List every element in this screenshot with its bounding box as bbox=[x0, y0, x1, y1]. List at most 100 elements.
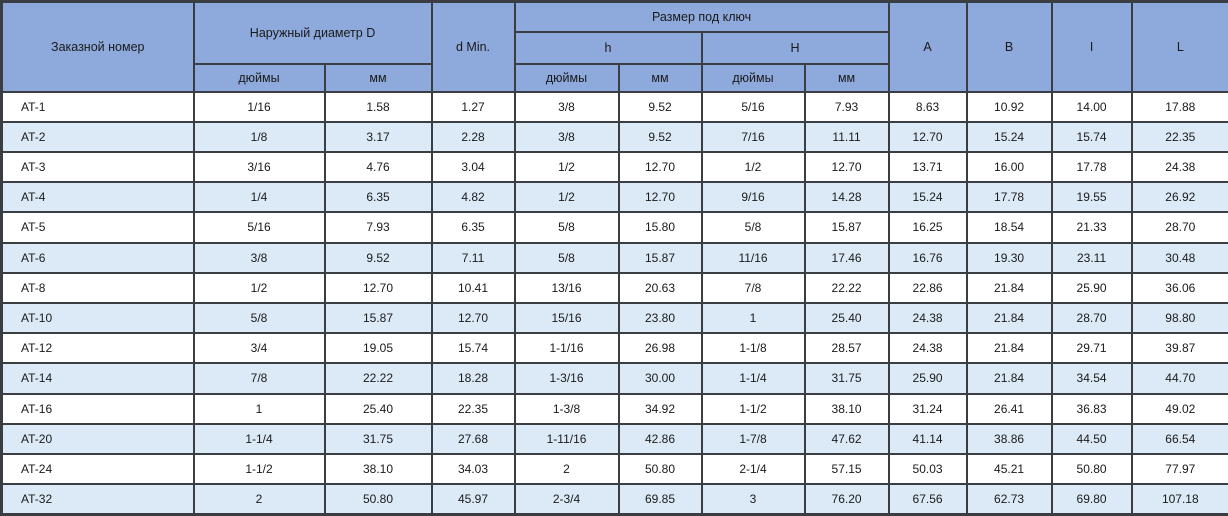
value-cell: 12.70 bbox=[617, 181, 703, 214]
value-cell: 4.76 bbox=[323, 150, 433, 184]
order-number-cell: AT-10 bbox=[0, 301, 195, 335]
value-cell: 15.87 bbox=[617, 241, 703, 274]
table-row: AT-16 1 25.40 22.35 1-3/8 34.92 1-1/2 38.10 31.2… bbox=[0, 392, 1228, 425]
value-cell: 3 bbox=[700, 483, 806, 516]
value-cell: 22.86 bbox=[887, 271, 968, 304]
header-outer-diameter: Наружный диаметр D bbox=[192, 0, 433, 65]
value-cell: 38.10 bbox=[323, 452, 433, 486]
table-row: AT-4 1/4 6.35 4.82 1/2 12.70 9/16 14.28 15.24 17.… bbox=[0, 181, 1228, 214]
value-cell: 12.70 bbox=[887, 120, 968, 153]
value-cell: 69.80 bbox=[1050, 483, 1133, 516]
value-cell: 31.24 bbox=[887, 392, 968, 425]
value-cell: 44.70 bbox=[1130, 362, 1228, 395]
table-row: AT-2 1/8 3.17 2.28 3/8 9.52 7/16 11.11 12.70 15.2… bbox=[0, 120, 1228, 153]
value-cell: 11/16 bbox=[700, 241, 806, 274]
value-cell: 2 bbox=[192, 483, 326, 516]
table-body: AT-1 1/16 1.58 1.27 3/8 9.52 5/16 7.93 8.63 10.92… bbox=[0, 90, 1228, 516]
value-cell: 9/16 bbox=[700, 181, 806, 214]
value-cell: 1-3/8 bbox=[513, 392, 620, 425]
header-b: B bbox=[965, 0, 1053, 93]
value-cell: 19.05 bbox=[323, 332, 433, 365]
value-cell: 10.92 bbox=[965, 90, 1053, 123]
value-cell: 1/2 bbox=[513, 181, 620, 214]
value-cell: 1.27 bbox=[430, 90, 516, 123]
value-cell: 5/8 bbox=[513, 241, 620, 274]
value-cell: 5/16 bbox=[700, 90, 806, 123]
value-cell: 27.68 bbox=[430, 422, 516, 455]
value-cell: 7/16 bbox=[700, 120, 806, 153]
value-cell: 28.70 bbox=[1050, 301, 1133, 335]
value-cell: 1-1/16 bbox=[513, 332, 620, 365]
value-cell: 3/4 bbox=[192, 332, 326, 365]
value-cell: 6.35 bbox=[323, 181, 433, 214]
value-cell: 3/8 bbox=[513, 120, 620, 153]
value-cell: 25.90 bbox=[887, 362, 968, 395]
value-cell: 47.62 bbox=[803, 422, 890, 455]
value-cell: 17.46 bbox=[803, 241, 890, 274]
value-cell: 26.98 bbox=[617, 332, 703, 365]
value-cell: 76.20 bbox=[803, 483, 890, 516]
value-cell: 22.22 bbox=[323, 362, 433, 395]
value-cell: 21.84 bbox=[965, 301, 1053, 335]
value-cell: 14.00 bbox=[1050, 90, 1133, 123]
value-cell: 15.74 bbox=[1050, 120, 1133, 153]
value-cell: 3/8 bbox=[513, 90, 620, 123]
header-wrench-size: Размер под ключ bbox=[513, 0, 890, 33]
header-i: I bbox=[1050, 0, 1133, 93]
value-cell: 31.75 bbox=[803, 362, 890, 395]
value-cell: 22.22 bbox=[803, 271, 890, 304]
value-cell: 1-7/8 bbox=[700, 422, 806, 455]
value-cell: 38.86 bbox=[965, 422, 1053, 455]
value-cell: 15.80 bbox=[617, 211, 703, 244]
value-cell: 62.73 bbox=[965, 483, 1053, 516]
header-mm-hh: мм bbox=[803, 62, 890, 93]
value-cell: 34.54 bbox=[1050, 362, 1133, 395]
value-cell: 34.92 bbox=[617, 392, 703, 425]
value-cell: 31.75 bbox=[323, 422, 433, 455]
value-cell: 3/16 bbox=[192, 150, 326, 184]
value-cell: 67.56 bbox=[887, 483, 968, 516]
value-cell: 22.35 bbox=[1130, 120, 1228, 153]
table-row: AT-32 2 50.80 45.97 2-3/4 69.85 3 76.20 67.56 62.… bbox=[0, 483, 1228, 516]
value-cell: 15.87 bbox=[803, 211, 890, 244]
value-cell: 13/16 bbox=[513, 271, 620, 304]
value-cell: 14.28 bbox=[803, 181, 890, 214]
value-cell: 16.76 bbox=[887, 241, 968, 274]
value-cell: 1/8 bbox=[192, 120, 326, 153]
value-cell: 25.40 bbox=[323, 392, 433, 425]
value-cell: 15/16 bbox=[513, 301, 620, 335]
value-cell: 45.97 bbox=[430, 483, 516, 516]
value-cell: 7.93 bbox=[803, 90, 890, 123]
table-row: AT-3 3/16 4.76 3.04 1/2 12.70 1/2 12.70 13.71 16.… bbox=[0, 150, 1228, 184]
order-number-cell: AT-6 bbox=[0, 241, 195, 274]
value-cell: 16.00 bbox=[965, 150, 1053, 184]
value-cell: 23.80 bbox=[617, 301, 703, 335]
header-inches-d: дюймы bbox=[192, 62, 326, 93]
value-cell: 9.52 bbox=[617, 120, 703, 153]
order-number-cell: AT-14 bbox=[0, 362, 195, 395]
value-cell: 1/2 bbox=[513, 150, 620, 184]
value-cell: 24.38 bbox=[1130, 150, 1228, 184]
value-cell: 28.70 bbox=[1130, 211, 1228, 244]
value-cell: 77.97 bbox=[1130, 452, 1228, 486]
order-number-cell: AT-24 bbox=[0, 452, 195, 486]
table-header: Заказной номер Наружный диаметр D d Min.… bbox=[0, 0, 1228, 93]
value-cell: 34.03 bbox=[430, 452, 516, 486]
value-cell: 18.28 bbox=[430, 362, 516, 395]
value-cell: 16.25 bbox=[887, 211, 968, 244]
table-row: AT-10 5/8 15.87 12.70 15/16 23.80 1 25.40 24.38 2… bbox=[0, 301, 1228, 335]
header-mm-h: мм bbox=[617, 62, 703, 93]
header-inches-hh: дюймы bbox=[700, 62, 806, 93]
order-number-cell: AT-16 bbox=[0, 392, 195, 425]
value-cell: 45.21 bbox=[965, 452, 1053, 486]
value-cell: 1/16 bbox=[192, 90, 326, 123]
value-cell: 1-1/4 bbox=[700, 362, 806, 395]
value-cell: 5/8 bbox=[192, 301, 326, 335]
value-cell: 2.28 bbox=[430, 120, 516, 153]
value-cell: 28.57 bbox=[803, 332, 890, 365]
value-cell: 30.00 bbox=[617, 362, 703, 395]
value-cell: 1-1/8 bbox=[700, 332, 806, 365]
value-cell: 107.18 bbox=[1130, 483, 1228, 516]
value-cell: 1 bbox=[192, 392, 326, 425]
